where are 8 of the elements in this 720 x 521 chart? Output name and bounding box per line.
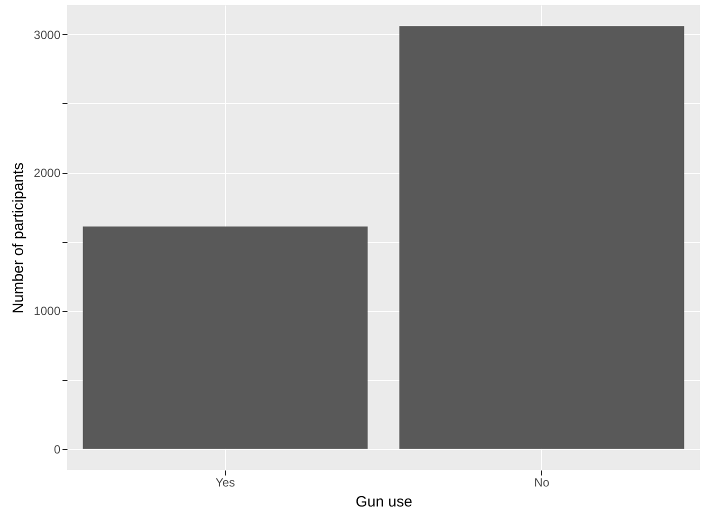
y-tick-label: 3000 (34, 28, 61, 42)
x-tick-label: Yes (215, 476, 236, 490)
y-tick-label: 2000 (34, 166, 61, 180)
x-tick-label: No (534, 476, 550, 490)
y-tick-label: 0 (54, 442, 61, 456)
y-tick-label: 1000 (34, 304, 61, 318)
y-axis-title: Number of participants (10, 162, 27, 314)
x-axis-title: Gun use (356, 494, 412, 510)
